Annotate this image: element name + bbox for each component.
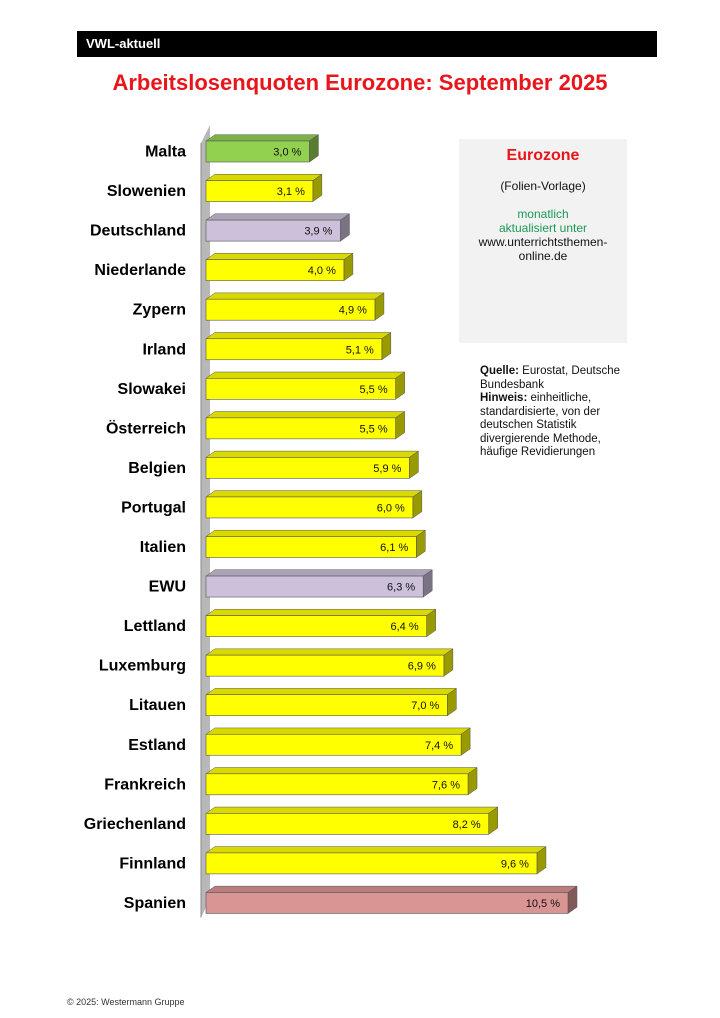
category-label: Griechenland xyxy=(84,816,186,833)
hint-text: einheitliche, standardisierte, von der d… xyxy=(480,392,601,458)
info-box-title: Eurozone xyxy=(506,147,580,164)
bar-top xyxy=(205,648,454,656)
bar-top xyxy=(205,253,354,260)
category-label: Zypern xyxy=(133,302,186,319)
bar xyxy=(205,496,414,519)
bar xyxy=(205,219,341,242)
bar xyxy=(205,892,569,914)
bar-top xyxy=(205,292,385,300)
bar-value-label: 6,9 % xyxy=(408,661,436,673)
category-label: Italien xyxy=(140,539,186,556)
bar-value-label: 9,6 % xyxy=(501,858,529,870)
category-label: Estland xyxy=(128,737,186,754)
bar xyxy=(205,654,445,677)
category-label: Lettland xyxy=(124,618,186,635)
category-label: Frankreich xyxy=(104,776,186,793)
bar-top xyxy=(205,767,478,775)
bar-top xyxy=(205,569,433,577)
info-box-update-line2: aktualisiert unter xyxy=(498,221,588,235)
bar-value-label: 6,3 % xyxy=(387,582,415,594)
bar xyxy=(205,377,396,400)
info-box-subtitle: (Folien-Vorlage) xyxy=(500,179,586,193)
bar-value-label: 5,5 % xyxy=(359,423,387,435)
hint-label: Hinweis: xyxy=(480,392,528,404)
bar xyxy=(205,615,427,637)
category-label: Finnland xyxy=(119,855,186,872)
bar-value-label: 3,1 % xyxy=(277,186,305,198)
bar-top xyxy=(205,332,392,339)
bar-value-label: 7,0 % xyxy=(411,700,439,712)
bar-value-label: 10,5 % xyxy=(526,898,560,910)
category-label: EWU xyxy=(149,579,186,596)
bar-value-label: 7,6 % xyxy=(432,779,460,791)
bar-value-label: 4,0 % xyxy=(308,265,336,277)
category-label: Litauen xyxy=(129,697,186,714)
chart-title: Arbeitslosenquoten Eurozone: September 2… xyxy=(112,70,608,95)
bar xyxy=(205,575,424,598)
bar xyxy=(205,259,345,281)
source-label: Quelle: xyxy=(480,365,519,377)
bar xyxy=(205,417,396,440)
bar xyxy=(205,140,310,163)
info-box-url-line2: online.de xyxy=(518,249,568,263)
category-label: Slowakei xyxy=(118,381,186,398)
bar-top xyxy=(205,411,406,419)
bar-top xyxy=(205,174,323,181)
bar-value-label: 7,4 % xyxy=(425,740,453,752)
info-box: Eurozone (Folien-Vorlage) monatlich aktu… xyxy=(459,139,627,343)
bar-top xyxy=(205,450,420,458)
category-label: Slowenien xyxy=(107,183,186,200)
bar-value-label: 6,4 % xyxy=(391,621,419,633)
bar xyxy=(205,180,314,202)
bar xyxy=(205,852,538,875)
bar xyxy=(205,733,462,756)
bar-top xyxy=(205,490,423,498)
bar-value-label: 8,2 % xyxy=(453,819,481,831)
category-label: Malta xyxy=(145,144,186,161)
header-label: VWL-aktuell xyxy=(86,36,161,51)
bar-top xyxy=(205,371,406,379)
info-box-url-line1: www.unterrichtsthemen- xyxy=(478,235,608,249)
bar xyxy=(205,694,448,717)
bar-top xyxy=(205,134,320,142)
header-bar: VWL-aktuell xyxy=(77,31,657,57)
bar xyxy=(205,536,417,558)
category-label: Spanien xyxy=(124,895,186,912)
category-label: Niederlande xyxy=(94,262,186,279)
bar xyxy=(205,813,490,835)
bar-top xyxy=(205,727,471,735)
category-label: Deutschland xyxy=(90,223,186,240)
source-text: Eurostat, Deutsche Bundesbank xyxy=(480,365,620,391)
bar-value-label: 4,9 % xyxy=(339,305,367,317)
category-label: Portugal xyxy=(121,499,186,516)
bar-value-label: 6,1 % xyxy=(380,542,408,554)
category-label: Luxemburg xyxy=(99,658,186,675)
bar-value-label: 5,5 % xyxy=(359,384,387,396)
bar-top xyxy=(205,846,547,854)
bar-value-label: 5,9 % xyxy=(373,463,401,475)
info-box-update-line1: monatlich xyxy=(517,207,569,221)
category-label: Irland xyxy=(142,341,186,358)
bar-value-label: 5,1 % xyxy=(346,344,374,356)
bar xyxy=(205,773,469,796)
bar-top xyxy=(205,885,578,893)
category-label: Österreich xyxy=(106,418,186,437)
bar-top xyxy=(205,806,499,814)
bar-value-label: 3,0 % xyxy=(273,147,301,159)
category-label: Belgien xyxy=(128,460,186,477)
axis-wall xyxy=(201,125,210,918)
footer-copyright: © 2025: Westermann Gruppe xyxy=(67,997,185,1007)
bar xyxy=(205,338,383,361)
bar-value-label: 6,0 % xyxy=(377,502,405,514)
bar-top xyxy=(205,688,458,695)
bar-top xyxy=(205,213,351,221)
bar-value-label: 3,9 % xyxy=(304,226,332,238)
bar-top xyxy=(205,609,437,616)
bar xyxy=(205,457,410,479)
bar xyxy=(205,298,376,321)
bar-top xyxy=(205,529,427,537)
source-note: Quelle: Eurostat, Deutsche Bundesbank Hi… xyxy=(480,365,640,460)
